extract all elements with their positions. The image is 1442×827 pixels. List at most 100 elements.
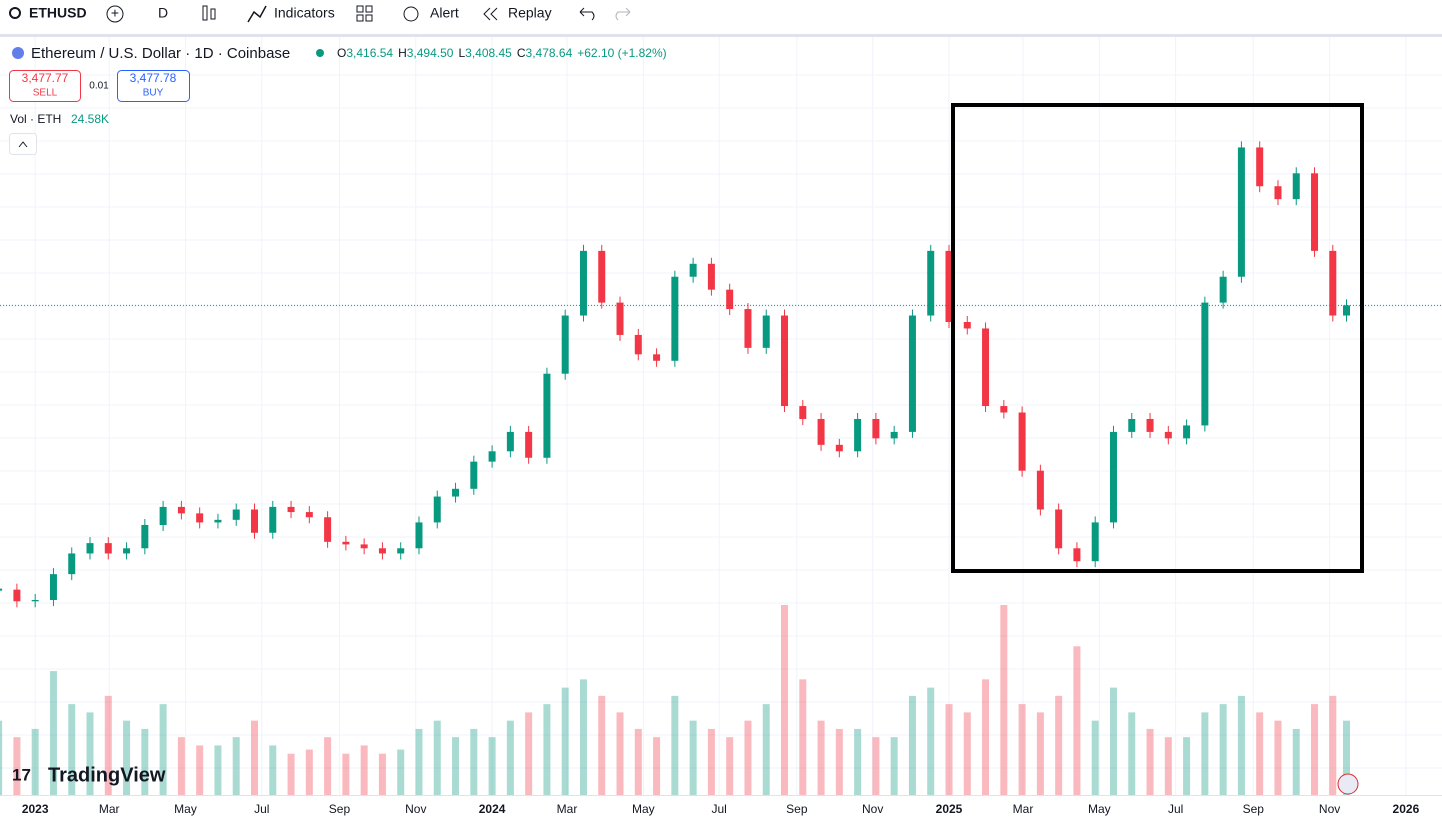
candle xyxy=(378,548,386,554)
volume-bar xyxy=(854,728,862,795)
volume-bar xyxy=(726,737,734,795)
x-tick-label: 2024 xyxy=(479,802,506,816)
redo[interactable] xyxy=(615,7,631,21)
candle xyxy=(433,496,441,523)
add-symbol[interactable] xyxy=(106,5,124,23)
candle xyxy=(1073,548,1081,562)
candle xyxy=(141,525,149,549)
volume-bar xyxy=(214,745,222,795)
volume-bar xyxy=(159,704,167,795)
volume-bar xyxy=(781,605,789,795)
logo-mark: 17 xyxy=(12,765,31,784)
volume-bar xyxy=(945,704,953,795)
candle xyxy=(104,543,112,554)
volume-bar xyxy=(250,720,258,795)
volume-bar xyxy=(269,745,277,795)
volume-bar xyxy=(1073,646,1081,795)
candle xyxy=(781,315,789,407)
candle xyxy=(324,517,332,542)
candle xyxy=(1164,431,1172,439)
chart-type-icon[interactable] xyxy=(202,5,208,21)
volume-bar xyxy=(31,728,39,795)
buy-price: 3,477.78 xyxy=(130,71,177,85)
volume-bar xyxy=(835,728,843,795)
candle xyxy=(1183,425,1191,439)
indicators[interactable]: Indicators xyxy=(274,5,335,21)
candle xyxy=(488,451,496,462)
volume-bar xyxy=(1018,704,1026,795)
volume-bar xyxy=(123,720,131,795)
volume-bar xyxy=(598,695,606,795)
vol-value: 24.58K xyxy=(71,112,109,126)
indicators-icon xyxy=(247,5,267,23)
volume-bar xyxy=(908,695,916,795)
spread: 0.01 xyxy=(89,81,109,92)
volume-bar xyxy=(1128,712,1136,795)
separator xyxy=(0,34,1442,37)
volume-bar xyxy=(1183,737,1191,795)
candle xyxy=(634,334,642,355)
volume-bar xyxy=(1000,605,1008,795)
undo[interactable] xyxy=(579,7,595,21)
candle xyxy=(397,548,405,554)
volume-bar xyxy=(799,679,807,795)
candle xyxy=(13,589,21,602)
interval[interactable]: D xyxy=(158,5,168,21)
volume-bar xyxy=(232,737,240,795)
x-tick-label: Nov xyxy=(1319,802,1340,816)
collapse-button[interactable] xyxy=(9,133,37,155)
volume-bar xyxy=(1311,704,1319,795)
candle xyxy=(1018,412,1026,471)
volume-bar xyxy=(1329,695,1337,795)
search-icon[interactable] xyxy=(9,7,21,19)
replay[interactable]: Replay xyxy=(508,5,552,21)
x-tick-label: Sep xyxy=(1243,802,1265,816)
chart-type-icon xyxy=(210,8,216,20)
volume-bar xyxy=(890,737,898,795)
volume-bar xyxy=(762,704,770,795)
volume-bar xyxy=(1109,687,1117,795)
volume-bar xyxy=(1091,720,1099,795)
candle xyxy=(287,506,295,513)
volume-bar xyxy=(634,728,642,795)
candle xyxy=(653,354,661,361)
status-dot xyxy=(316,49,324,57)
volume-bar xyxy=(324,737,332,795)
x-tick-label: May xyxy=(174,802,197,816)
volume-bar xyxy=(543,704,551,795)
volume-bar xyxy=(506,720,514,795)
volume-bar xyxy=(671,695,679,795)
volume-bar xyxy=(1292,728,1300,795)
collapse-icon xyxy=(18,141,28,148)
volume-bar xyxy=(1036,712,1044,795)
ohlc: O3,416.54 H3,494.50 L3,408.45 C3,478.64 +62.… xyxy=(337,46,667,60)
candle xyxy=(123,548,131,554)
candle xyxy=(1329,250,1337,316)
volume-bar xyxy=(1256,712,1264,795)
volume-bar xyxy=(963,712,971,795)
volume-bar xyxy=(0,720,3,795)
symbol[interactable]: ETHUSD xyxy=(29,5,87,21)
x-tick-label: Jul xyxy=(1168,802,1183,816)
x-tick-label: 2025 xyxy=(936,802,963,816)
candle xyxy=(616,302,624,335)
candle xyxy=(452,488,460,497)
volume-bar xyxy=(707,728,715,795)
candle xyxy=(945,250,953,322)
volume-bar xyxy=(1237,695,1245,795)
candle xyxy=(269,506,277,533)
x-tick-label: May xyxy=(632,802,655,816)
volume-bar xyxy=(872,737,880,795)
highlight-box xyxy=(951,103,1364,573)
candle xyxy=(1128,418,1136,432)
volume-bar xyxy=(433,720,441,795)
candle xyxy=(872,418,880,439)
sell-button[interactable] xyxy=(9,70,81,102)
volume-bar xyxy=(305,749,313,795)
candle xyxy=(1311,173,1319,251)
buy-button[interactable] xyxy=(117,70,190,102)
layouts-icon[interactable] xyxy=(356,5,373,22)
alert[interactable]: Alert xyxy=(430,5,459,21)
candle xyxy=(835,444,843,452)
